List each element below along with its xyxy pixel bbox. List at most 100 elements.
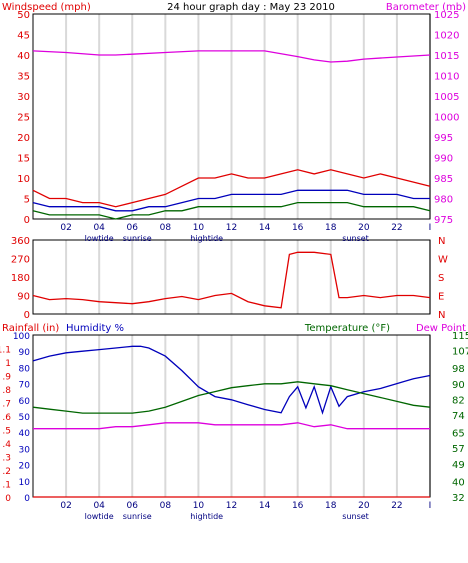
series-wind-speed [32,201,431,220]
rainfall-tick-label: .8 [2,386,11,396]
direction-tick-label: 270 [11,255,30,266]
barometer-tick-label: 1025 [434,10,459,21]
x-tick-label: I [429,223,432,233]
x-tick-label: 18 [325,223,337,233]
series-wind-direction [32,251,431,309]
x-tick-label: 08 [160,501,172,511]
temperature-axis-title: Temperature (°F) [304,323,390,334]
windspeed-axis-title: Windspeed (mph) [2,2,91,13]
temperature-tick-label: 82 [452,395,465,406]
x-tick-label: 04 [93,501,105,511]
temperature-tick-label: 40 [452,477,465,488]
humidity-tick-label: 20 [19,462,31,472]
direction-tick-label: 360 [11,236,30,247]
barometer-tick-label: 1010 [434,72,459,83]
barometer-tick-label: 1020 [434,31,459,42]
direction-tick-label: 180 [11,273,30,284]
temperature-tick-label: 74 [452,411,465,422]
rainfall-tick-label: .1 [2,481,11,491]
rainfall-tick-label: .3 [2,454,11,464]
chart-title: 24 hour graph day : May 23 2010 [167,2,335,13]
x-tick-label: 16 [292,501,304,511]
x-tick-label: 08 [160,223,172,233]
windspeed-tick-label: 15 [17,154,30,165]
x-tick-label: 22 [391,223,402,233]
x-tick-label: 10 [193,501,205,511]
humidity-tick-label: 10 [19,478,31,488]
humidity-tick-label: 40 [19,429,31,439]
panel-frame-2 [32,239,431,315]
x-event-label: hightide [190,512,223,521]
rainfall-tick-label: .2 [2,467,11,477]
series-wind-average [32,189,430,212]
x-event-label: sunset [342,234,369,243]
humidity-tick-label: 100 [13,332,30,342]
compass-tick-label: N [438,236,445,247]
humidity-tick-label: 0 [24,494,30,504]
windspeed-tick-label: 45 [17,31,30,42]
temperature-tick-label: 115 [452,331,468,342]
temperature-tick-label: 32 [452,493,465,504]
series-dew-point [33,422,430,430]
series-temperature [32,381,431,414]
humidity-tick-label: 90 [19,348,31,358]
x-event-label: sunset [342,512,369,521]
windspeed-tick-label: 35 [17,72,30,83]
rainfall-tick-label: 1.1 [0,346,11,356]
compass-tick-label: S [438,273,444,284]
windspeed-tick-label: 20 [17,133,30,144]
barometer-tick-label: 1000 [434,113,459,124]
rainfall-tick-label: .9 [2,373,11,383]
compass-tick-label: E [438,292,444,303]
barometer-tick-label: 995 [434,133,453,144]
barometer-tick-label: 980 [434,195,453,206]
windspeed-tick-label: 40 [17,51,30,62]
x-tick-label: 20 [358,223,370,233]
x-tick-label: 20 [358,501,370,511]
temperature-tick-label: 65 [452,429,465,440]
humidity-tick-label: 60 [19,397,31,407]
compass-tick-label: W [438,255,448,266]
rainfall-tick-label: 0 [5,494,11,504]
data-series [32,50,431,498]
humidity-tick-label: 80 [19,364,31,374]
compass-tick-label: N [438,310,445,321]
rainfall-tick-label: .7 [2,400,11,410]
x-event-label: lowtide [85,512,114,521]
temperature-tick-label: 98 [452,364,465,375]
temperature-tick-label: 107 [452,347,468,358]
temperature-tick-label: 57 [452,444,465,455]
barometer-tick-label: 985 [434,174,453,185]
x-tick-label: 06 [127,223,139,233]
x-tick-label: 02 [60,223,71,233]
x-tick-label: 02 [60,501,71,511]
temperature-tick-label: 49 [452,460,465,471]
panel-frame-1 [32,13,431,220]
windspeed-tick-label: 50 [17,10,30,21]
series-humidity [32,345,431,415]
rainfall-tick-label: 1 [5,359,11,369]
windspeed-tick-label: 30 [17,92,30,103]
x-event-label: sunrise [123,234,152,243]
series-barometer [32,50,431,63]
rainfall-axis-title: Rainfall (in) [2,323,59,334]
x-tick-label: 14 [259,501,271,511]
x-event-label: hightide [190,234,223,243]
windspeed-tick-label: 25 [17,113,30,124]
barometer-tick-label: 1005 [434,92,459,103]
humidity-axis-title: Humidity % [66,323,124,334]
barometer-axis-title: Barometer (mb) [386,2,466,13]
humidity-tick-label: 50 [19,413,31,423]
x-tick-label: 16 [292,223,304,233]
humidity-tick-label: 30 [19,445,31,455]
temperature-tick-label: 90 [452,380,465,391]
windspeed-tick-label: 5 [24,195,30,206]
barometer-tick-label: 990 [434,154,453,165]
barometer-tick-label: 975 [434,215,453,226]
x-tick-label: 22 [391,501,402,511]
x-tick-label: 12 [226,223,237,233]
x-tick-label: 18 [325,501,337,511]
